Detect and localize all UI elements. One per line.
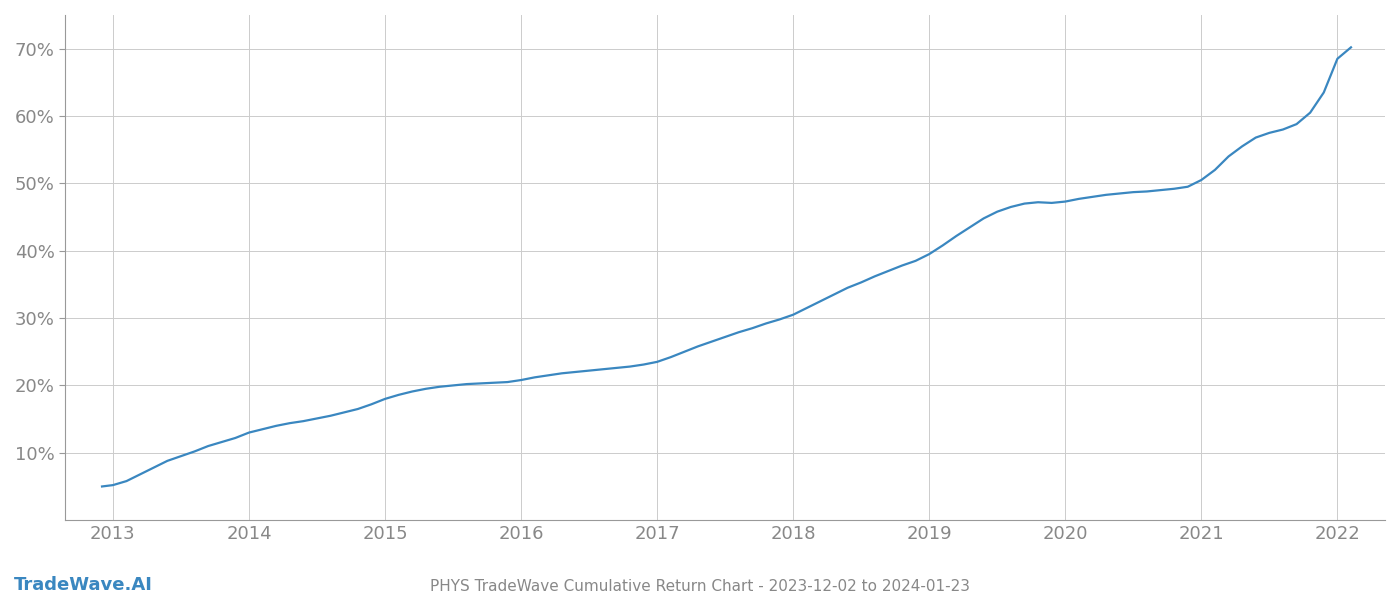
- Text: TradeWave.AI: TradeWave.AI: [14, 576, 153, 594]
- Text: PHYS TradeWave Cumulative Return Chart - 2023-12-02 to 2024-01-23: PHYS TradeWave Cumulative Return Chart -…: [430, 579, 970, 594]
